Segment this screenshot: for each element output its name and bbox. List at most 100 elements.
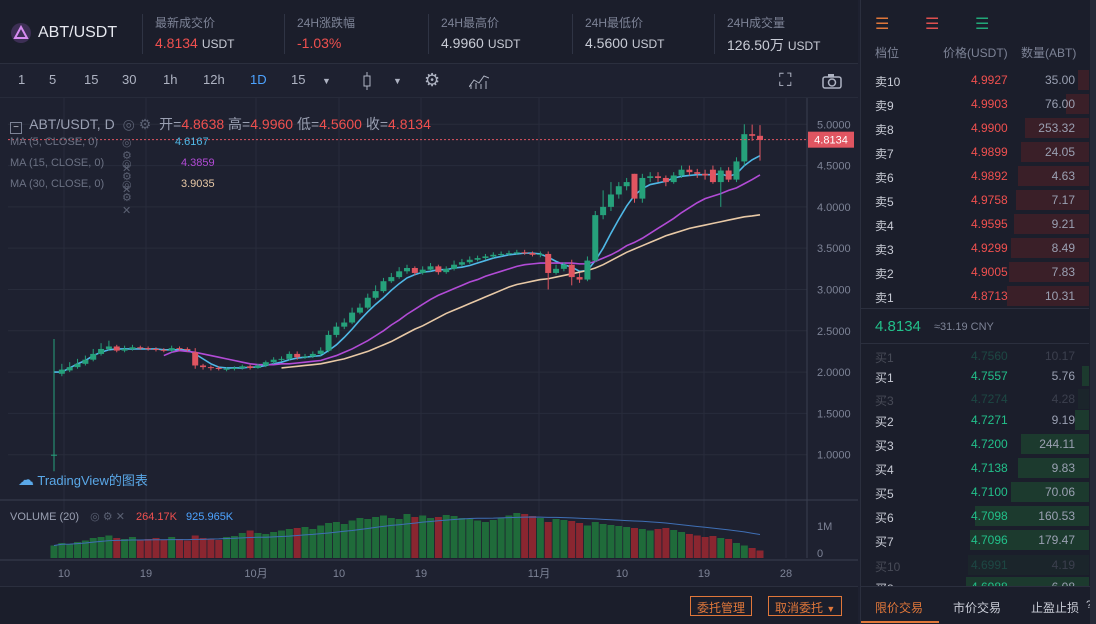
volume-bar (317, 525, 325, 558)
bid-qty: 4.28 (1051, 392, 1075, 406)
bid-row[interactable]: 买7 4.7096 179.47 (861, 528, 1089, 552)
time-tick-label: 19 (698, 568, 710, 580)
chart-canvas[interactable]: 5.0000 4.5000 4.0000 3.5000 3.0000 2.5000 2.00… (0, 98, 858, 584)
tab-market[interactable]: 市价交易 (953, 601, 1002, 615)
ask-row[interactable]: 卖7 4.9899 24.05 (861, 140, 1089, 164)
ask-row[interactable]: 卖6 4.9892 4.63 (861, 164, 1089, 188)
bid-level: 买1 (875, 371, 894, 385)
col-price: 价格(USDT) (943, 46, 1008, 60)
volume-bar (466, 519, 474, 558)
timeframe-7[interactable]: 15 (291, 72, 306, 87)
ask-qty: 24.05 (1044, 145, 1075, 159)
scrollbar[interactable] (1090, 0, 1096, 624)
bid-row[interactable]: 买3 4.7274 4.28 (861, 387, 1089, 411)
timeframe-5[interactable]: 12h (203, 72, 225, 87)
bid-row[interactable]: 买1 4.7557 5.76 (861, 364, 1089, 388)
fullscreen-icon[interactable]: ⛶ (779, 70, 792, 90)
view-asks-icon[interactable]: ☰ (925, 16, 940, 33)
high-label: 高= (228, 116, 251, 132)
volume-bar (568, 521, 576, 558)
settings-gear-icon[interactable]: ⚙ (424, 70, 441, 90)
volume-bar (340, 524, 348, 558)
chart-type-dropdown-icon[interactable]: ▼ (393, 76, 402, 86)
candle-type-icon[interactable] (360, 72, 374, 90)
timeframe-2[interactable]: 15 (84, 72, 99, 87)
stat-1: 24H涨跌幅 -1.03% (284, 14, 355, 54)
ask-qty: 35.00 (1044, 73, 1075, 87)
interval-dropdown-icon[interactable]: ▼ (322, 76, 331, 86)
ma-controls-icon[interactable]: ◎ ⚙ ✕ (122, 137, 132, 175)
bid-row[interactable]: 买10 4.6991 4.19 (861, 553, 1089, 577)
ask-row[interactable]: 卖1 4.8713 10.31 (861, 284, 1089, 308)
ask-level: 卖9 (875, 99, 894, 113)
volume-bar (168, 537, 176, 558)
cancel-order-label: 取消委托 (775, 601, 824, 615)
ask-row[interactable]: 卖9 4.9903 76.00 (861, 92, 1089, 116)
bid-depth-bar (975, 506, 1089, 526)
candle-body (655, 176, 662, 178)
timeframe-3[interactable]: 30 (122, 72, 137, 87)
bid-row[interactable]: 买2 4.7271 9.19 (861, 408, 1089, 432)
volume-bar (191, 535, 199, 558)
ask-depth-bar (1077, 70, 1089, 90)
legend-controls-icon[interactable]: ◎ ⚙ (122, 116, 152, 132)
candle-body (325, 334, 332, 351)
ma-value: 4.6167 (175, 136, 209, 148)
bid-row[interactable]: 买5 4.7100 70.06 (861, 480, 1089, 504)
candle-body (58, 369, 65, 374)
candle-body (458, 262, 465, 265)
candle-body (168, 348, 175, 351)
low-value: 4.5600 (319, 116, 362, 132)
ma-controls-icon[interactable]: ◎ ⚙ ✕ (122, 179, 132, 217)
ma-controls-icon[interactable]: ◎ ⚙ ✕ (122, 158, 132, 196)
indicators-icon[interactable] (469, 73, 489, 89)
volume-controls-icon[interactable]: ◎ ⚙ ✕ (90, 511, 125, 523)
bid-row[interactable]: 买6 4.7098 160.53 (861, 504, 1089, 528)
timeframe-4[interactable]: 1h (163, 72, 178, 87)
ask-row[interactable]: 卖10 4.9927 35.00 (861, 68, 1089, 92)
ask-row[interactable]: 卖8 4.9900 253.32 (861, 116, 1089, 140)
candle-body (757, 135, 763, 140)
volume-bar (113, 538, 121, 558)
volume-bar (230, 536, 238, 558)
ask-depth-bar (1025, 118, 1089, 138)
volume-bar (489, 520, 497, 558)
ask-row[interactable]: 卖5 4.9758 7.17 (861, 188, 1089, 212)
candle-body (160, 349, 167, 351)
bid-level: 买6 (875, 511, 894, 525)
timeframe-0[interactable]: 1 (18, 72, 26, 87)
bid-row[interactable]: 买4 4.7138 9.83 (861, 456, 1089, 480)
tradingview-watermark[interactable]: ☁ TradingView的图表 (18, 470, 148, 490)
volume-bar (583, 525, 591, 558)
ask-row[interactable]: 卖2 4.9005 7.83 (861, 260, 1089, 284)
ask-row[interactable]: 卖4 4.9595 9.21 (861, 212, 1089, 236)
view-both-icon[interactable]: ☰ (875, 16, 890, 33)
candle-body (152, 348, 159, 350)
timeframe-1[interactable]: 5 (49, 72, 57, 87)
tab-limit[interactable]: 限价交易 (875, 601, 924, 615)
timeframe-6[interactable]: 1D (250, 72, 267, 87)
volume-bar (309, 529, 317, 558)
candle-body (466, 259, 473, 263)
ma-legend-row: MA (30, CLOSE, 0) ◎ ⚙ ✕ 3.9035 (10, 178, 215, 217)
tab-stop[interactable]: 止盈止损 (1031, 601, 1080, 615)
volume-tick-label: 0 (817, 548, 823, 560)
bottom-bar: 委托管理 取消委托 ▼ (0, 586, 858, 624)
entrust-management-button[interactable]: 委托管理 (690, 596, 753, 616)
bid-row[interactable]: 买3 4.7200 244.11 (861, 432, 1089, 456)
view-bids-icon[interactable]: ☰ (975, 16, 990, 33)
pair-title[interactable]: ABT/USDT (38, 24, 118, 41)
ask-depth-bar (1006, 286, 1089, 306)
ask-row[interactable]: 卖3 4.9299 8.49 (861, 236, 1089, 260)
ask-price: 4.9005 (971, 265, 1008, 279)
price-tick-label: 1.5000 (817, 408, 851, 420)
volume-bar (379, 515, 387, 558)
candle-body (529, 253, 536, 255)
help-icon[interactable]: ? (1086, 599, 1092, 611)
camera-icon[interactable] (822, 73, 842, 89)
cancel-order-button[interactable]: 取消委托 ▼ (768, 596, 843, 616)
volume-bar (670, 530, 678, 558)
col-level: 档位 (875, 46, 900, 60)
price-chart[interactable]: 5.0000 4.5000 4.0000 3.5000 3.0000 2.5000 2.00… (0, 98, 858, 584)
collapse-icon[interactable]: − (10, 122, 22, 134)
